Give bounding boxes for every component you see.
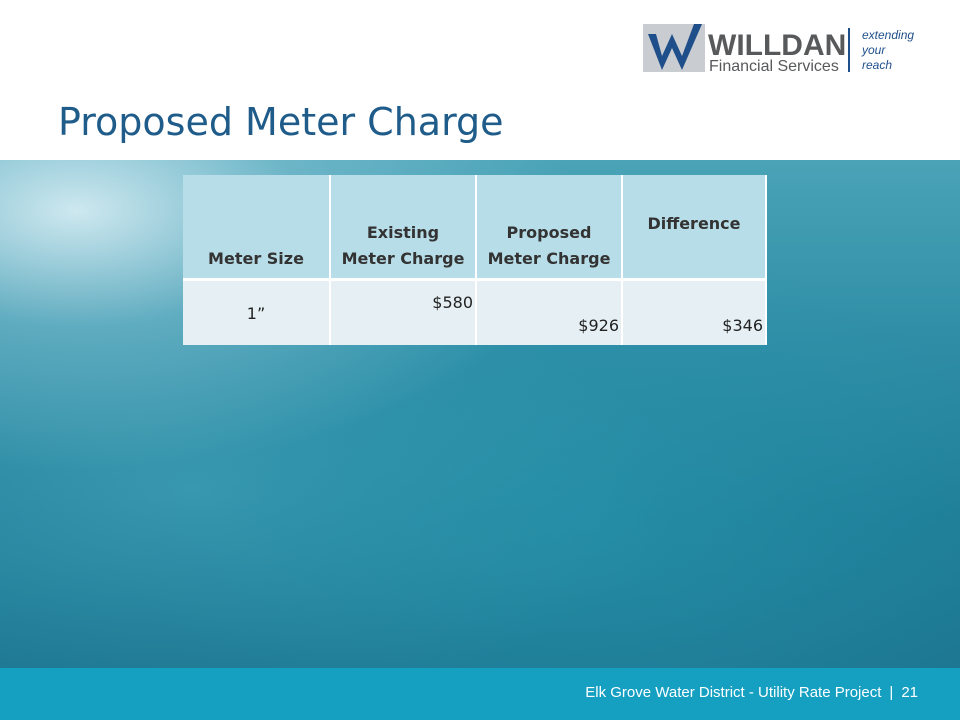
page-number: 21 (901, 684, 918, 701)
cell: $346 (622, 279, 767, 345)
row: 1” $580 $926 $346 (183, 279, 767, 345)
header-row: Meter Size Existing Meter Charge Propose… (183, 175, 767, 281)
logo-tagline: your (861, 43, 886, 57)
column-header: Existing Meter Charge (330, 175, 477, 281)
footer-separator: | (889, 684, 894, 701)
column-header: Proposed Meter Charge (476, 175, 623, 281)
cell: $926 (476, 279, 623, 345)
footer: Elk Grove Water District - Utility Rate … (0, 668, 960, 720)
title: Proposed Meter Charge (58, 100, 504, 144)
footer-text: Elk Grove Water District - Utility Rate … (577, 684, 918, 701)
logo-tagline: reach (862, 58, 892, 72)
table: Meter Size Existing Meter Charge Propose… (183, 175, 767, 345)
logo-tagline: extending (862, 28, 914, 42)
column-header: Difference (622, 175, 767, 281)
logo-subtitle: Financial Services (709, 58, 839, 75)
logo-name: WILLDAN (708, 29, 846, 62)
footer-label: Elk Grove Water District - Utility Rate … (585, 684, 882, 701)
logo: WILLDAN Financial Services extending you… (643, 24, 914, 75)
column-header: Meter Size (183, 175, 331, 281)
logo-w (648, 24, 702, 70)
cell: $580 (330, 279, 477, 345)
cell: 1” (183, 279, 331, 345)
